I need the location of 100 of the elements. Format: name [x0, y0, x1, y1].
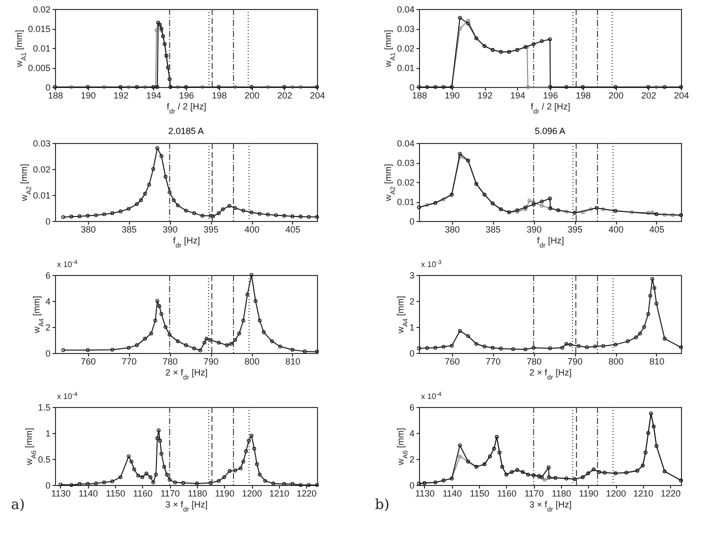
x-tick-label: 1210	[269, 488, 290, 498]
x-tick-label: 810	[285, 356, 300, 366]
x-tick-label: 790	[568, 356, 583, 366]
y-tick-label: 0	[409, 82, 414, 92]
x-tick-label: 395	[204, 224, 219, 234]
x-tick-label: 390	[162, 224, 178, 234]
x-tick-label: 1140	[442, 488, 462, 498]
x-tick-label: 1170	[524, 488, 544, 498]
x-tick-label: 188	[412, 90, 428, 100]
x-tick-label: 198	[212, 90, 227, 100]
y-tick-label: 0.03	[32, 138, 50, 148]
x-axis-title: f$_{dr}$ / 2 [Hz]	[530, 102, 570, 115]
x-tick-label: 780	[162, 356, 178, 366]
x-tick-label: 1160	[133, 488, 153, 498]
y-tick-label: 0.04	[396, 4, 414, 14]
y-tick-label: 1.5	[38, 402, 50, 412]
x-tick-label: 405	[285, 224, 300, 234]
x-tick-label: 1200	[606, 488, 626, 498]
y-tick-label: 2	[409, 296, 414, 306]
y-tick-label: 2	[45, 322, 50, 332]
x-tick-label: 192	[477, 90, 493, 100]
y-tick-label: 0.02	[32, 4, 50, 14]
y-tick-label: 0.01	[32, 190, 50, 200]
y-tick-label: 2	[409, 454, 414, 464]
x-tick-label: 780	[526, 356, 542, 366]
x-tick-label: 1210	[633, 488, 654, 498]
x-tick-label: 400	[608, 224, 624, 234]
x-tick-label: 400	[244, 224, 260, 234]
x-axis-title: f$_{dr}$ [Hz]	[172, 236, 200, 249]
y-tick-label: 0.03	[396, 158, 414, 168]
x-tick-label: 190	[444, 90, 460, 100]
x-tick-label: 1190	[215, 488, 234, 498]
x-tick-label: 1150	[470, 488, 490, 498]
y-tick-label: 0	[409, 348, 414, 358]
text: b)	[375, 497, 390, 513]
x-tick-label: 204	[674, 90, 690, 100]
x-tick-label: 380	[80, 224, 96, 234]
y-tick-label: 0	[409, 216, 414, 226]
x-tick-label: 196	[178, 90, 194, 100]
x-tick-label: 800	[244, 356, 260, 366]
x-tick-label: 1180	[552, 488, 572, 498]
y-tick-label: 0	[45, 82, 50, 92]
x-tick-label: 405	[649, 224, 664, 234]
x-tick-label: 194	[146, 90, 162, 100]
y-tick-label: 0.01	[396, 197, 414, 207]
x-tick-label: 190	[80, 90, 96, 100]
x-tick-label: 760	[444, 356, 460, 366]
x-tick-label: 1200	[242, 488, 262, 498]
x-tick-label: 196	[542, 90, 558, 100]
x-tick-label: 1130	[51, 488, 71, 498]
x-tick-label: 192	[113, 90, 129, 100]
y-tick-label: 0.015	[28, 24, 50, 34]
y-tick-label: 0.01	[32, 44, 50, 54]
x-axis-title: 2 × f$_{dr}$ [Hz]	[165, 368, 208, 381]
x-axis-title: 3 × f$_{dr}$ [Hz]	[529, 500, 572, 513]
x-tick-label: 194	[510, 90, 526, 100]
x-axis-title: 2 × f$_{dr}$ [Hz]	[529, 368, 572, 381]
y-tick-label: 0.005	[28, 63, 50, 73]
y-tick-label: 1	[409, 322, 414, 332]
x-tick-label: 380	[444, 224, 460, 234]
x-tick-label: 198	[576, 90, 591, 100]
x-tick-label: 1140	[78, 488, 98, 498]
y-tick-label: 0.01	[396, 63, 414, 73]
text: a)	[11, 497, 25, 513]
chart-title: 5.096 A	[534, 126, 566, 136]
chart-title: 2.0185 A	[168, 126, 204, 136]
text: x 10$^{-3}$	[421, 259, 442, 269]
x-tick-label: 390	[526, 224, 542, 234]
y-tick-label: 0.02	[32, 164, 50, 174]
x-tick-label: 1220	[296, 488, 317, 498]
y-tick-label: 0.02	[396, 44, 414, 54]
x-tick-label: 770	[486, 356, 501, 366]
y-tick-label: 3	[409, 270, 414, 280]
x-tick-label: 1220	[660, 488, 681, 498]
y-tick-label: 6	[45, 270, 50, 280]
x-tick-label: 395	[568, 224, 583, 234]
x-tick-label: 204	[310, 90, 326, 100]
text: x 10$^{-4}$	[57, 259, 78, 269]
x-tick-label: 760	[80, 356, 96, 366]
x-tick-label: 385	[486, 224, 501, 234]
x-tick-label: 1180	[188, 488, 208, 498]
y-tick-label: 6	[409, 402, 414, 412]
y-tick-label: 0.02	[396, 178, 414, 188]
y-tick-label: 1	[45, 428, 50, 438]
y-tick-label: 4	[409, 428, 414, 438]
x-tick-label: 810	[649, 356, 664, 366]
x-tick-label: 200	[244, 90, 260, 100]
x-tick-label: 200	[608, 90, 624, 100]
x-tick-label: 1150	[106, 488, 126, 498]
y-tick-label: 0	[409, 480, 414, 490]
y-tick-label: 4	[45, 296, 50, 306]
x-tick-label: 790	[204, 356, 219, 366]
y-tick-label: 0.04	[396, 138, 414, 148]
y-tick-label: 0.03	[396, 24, 414, 34]
x-tick-label: 1170	[160, 488, 180, 498]
x-axis-title: 3 × f$_{dr}$ [Hz]	[165, 500, 208, 513]
x-tick-label: 770	[122, 356, 137, 366]
x-tick-label: 1130	[415, 488, 435, 498]
y-tick-label: 0	[45, 348, 50, 358]
y-tick-label: 0	[45, 216, 50, 226]
